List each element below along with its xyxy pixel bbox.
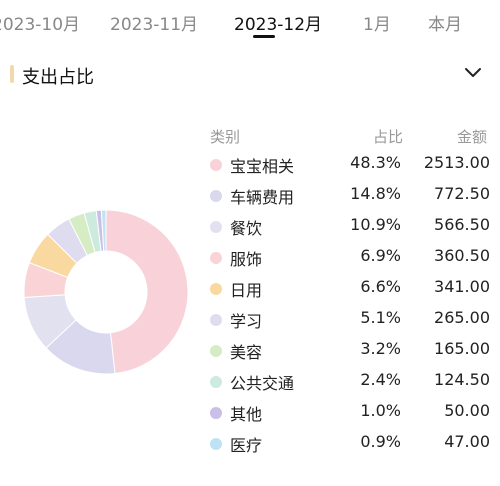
legend-amount: 165.00 xyxy=(434,339,490,358)
legend-row[interactable]: 其他 1.0% 50.00 xyxy=(200,401,500,425)
legend-percent: 1.0% xyxy=(360,401,401,420)
legend-amount: 341.00 xyxy=(434,277,490,296)
tab-2023-10[interactable]: 2023-10月 xyxy=(0,15,81,35)
legend-row[interactable]: 服饰 6.9% 360.50 xyxy=(200,246,500,270)
legend-category-name: 美容 xyxy=(230,343,263,362)
legend-color-dot xyxy=(210,283,222,295)
tab-2023-11[interactable]: 2023-11月 xyxy=(110,15,199,35)
section-accent-bar xyxy=(10,65,14,83)
active-tab-indicator xyxy=(253,35,275,38)
legend-row[interactable]: 日用 6.6% 341.00 xyxy=(200,277,500,301)
period-tabs: 2023-10月 2023-11月 2023-12月 1月 本月 xyxy=(0,0,500,40)
legend-category-name: 服饰 xyxy=(230,250,263,269)
legend-row[interactable]: 车辆费用 14.8% 772.50 xyxy=(200,184,500,208)
legend-percent: 6.6% xyxy=(360,277,401,296)
legend-amount: 265.00 xyxy=(434,308,490,327)
legend-percent: 10.9% xyxy=(350,215,401,234)
expense-donut-chart xyxy=(23,209,189,375)
header-amount: 金额 xyxy=(457,128,488,146)
legend-percent: 6.9% xyxy=(360,246,401,265)
legend-percent: 2.4% xyxy=(360,370,401,389)
legend-percent: 0.9% xyxy=(360,432,401,451)
legend-category-name: 其他 xyxy=(230,405,263,424)
header-percent: 占比 xyxy=(373,128,404,146)
legend-amount: 124.50 xyxy=(434,370,490,389)
legend-category-name: 公共交通 xyxy=(230,374,295,393)
legend-amount: 566.50 xyxy=(434,215,490,234)
legend-category-name: 车辆费用 xyxy=(230,188,295,207)
legend-color-dot xyxy=(210,159,222,171)
donut-slice[interactable] xyxy=(100,209,107,252)
chevron-down-icon xyxy=(465,68,481,77)
legend-amount: 50.00 xyxy=(444,401,490,420)
legend-percent: 48.3% xyxy=(350,153,401,172)
tab-this-month[interactable]: 本月 xyxy=(428,15,462,35)
legend-percent: 14.8% xyxy=(350,184,401,203)
collapse-button[interactable] xyxy=(462,62,484,84)
tab-2023-12[interactable]: 2023-12月 xyxy=(234,15,323,35)
legend-category-name: 宝宝相关 xyxy=(230,157,295,176)
legend-color-dot xyxy=(210,407,222,419)
legend-row[interactable]: 餐饮 10.9% 566.50 xyxy=(200,215,500,239)
legend-row[interactable]: 美容 3.2% 165.00 xyxy=(200,339,500,363)
header-category: 类别 xyxy=(210,128,241,146)
legend-color-dot xyxy=(210,314,222,326)
legend-color-dot xyxy=(210,221,222,233)
legend-row[interactable]: 宝宝相关 48.3% 2513.00 xyxy=(200,153,500,177)
legend-category-name: 医疗 xyxy=(230,436,263,455)
legend-category-name: 学习 xyxy=(230,312,263,331)
legend-amount: 772.50 xyxy=(434,184,490,203)
legend-amount: 360.50 xyxy=(434,246,490,265)
legend-category-name: 日用 xyxy=(230,281,263,300)
legend-color-dot xyxy=(210,438,222,450)
legend-row[interactable]: 医疗 0.9% 47.00 xyxy=(200,432,500,456)
legend-color-dot xyxy=(210,345,222,357)
section-header: 支出占比 xyxy=(0,60,500,90)
legend-color-dot xyxy=(210,252,222,264)
legend-percent: 5.1% xyxy=(360,308,401,327)
legend-color-dot xyxy=(210,190,222,202)
legend-amount: 2513.00 xyxy=(423,153,490,172)
legend-percent: 3.2% xyxy=(360,339,401,358)
tab-jan[interactable]: 1月 xyxy=(363,15,391,35)
legend-row[interactable]: 学习 5.1% 265.00 xyxy=(200,308,500,332)
legend-amount: 47.00 xyxy=(444,432,490,451)
legend-color-dot xyxy=(210,376,222,388)
legend-category-name: 餐饮 xyxy=(230,219,263,238)
donut-slice[interactable] xyxy=(105,209,189,375)
section-title: 支出占比 xyxy=(22,67,94,88)
legend-row[interactable]: 公共交通 2.4% 124.50 xyxy=(200,370,500,394)
